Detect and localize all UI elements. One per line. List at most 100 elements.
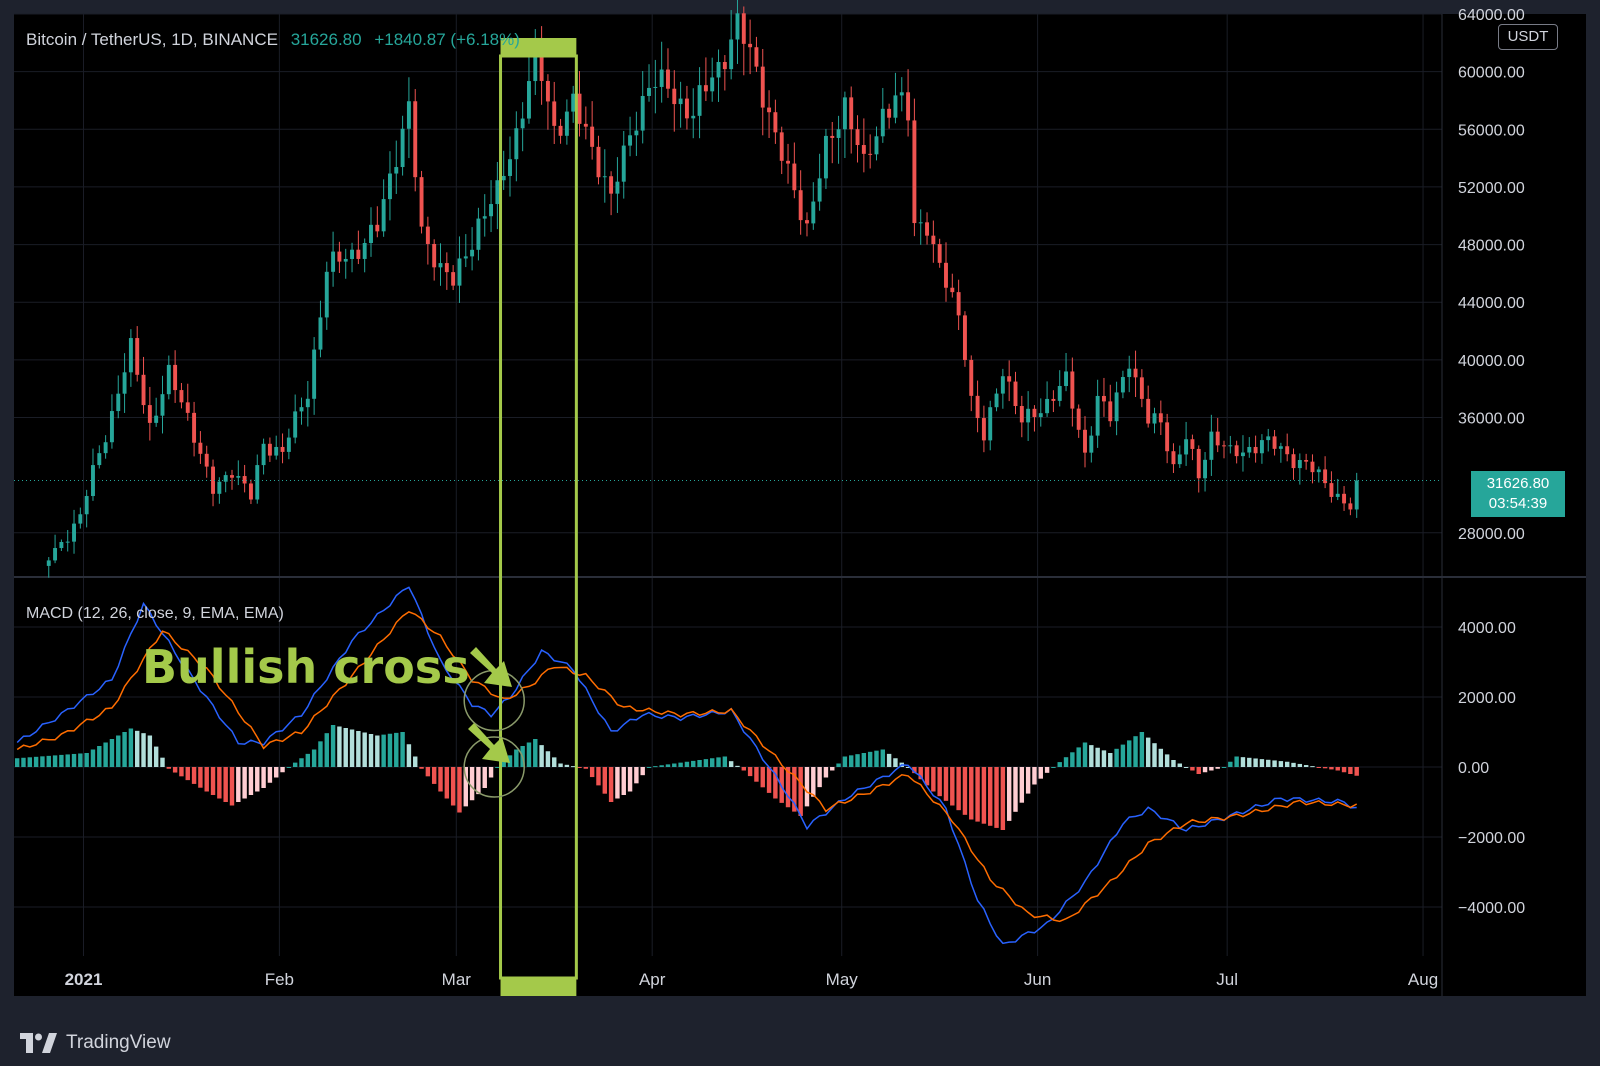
histogram-bar	[362, 732, 367, 767]
histogram-bar	[621, 767, 626, 795]
histogram-bar	[1127, 740, 1132, 767]
price-tick-label: 52000.00	[1458, 180, 1525, 197]
histogram-bar	[975, 767, 980, 822]
histogram-bar	[716, 757, 721, 767]
candle-body	[956, 292, 961, 316]
histogram-bar	[1108, 753, 1113, 767]
candle-body	[811, 201, 816, 224]
histogram-bar	[1354, 767, 1359, 776]
candle-body	[293, 411, 298, 438]
candle-body	[185, 402, 190, 413]
candle-body	[84, 496, 89, 515]
candle-body	[299, 407, 304, 412]
histogram-bar	[766, 767, 772, 793]
histogram-bar	[1114, 748, 1119, 767]
histogram-bar	[381, 734, 386, 767]
candle-body	[1026, 408, 1031, 423]
highlight-cap-top	[500, 38, 577, 56]
symbol-legend: Bitcoin / TetherUS, 1D, BINANCE 31626.80…	[26, 30, 520, 50]
histogram-bar	[128, 728, 134, 767]
candle-body	[716, 61, 721, 78]
candle-body	[369, 224, 373, 244]
histogram-bar	[545, 751, 551, 767]
candle-body	[1228, 445, 1233, 447]
histogram-bar	[1247, 757, 1252, 767]
histogram-bar	[1348, 767, 1353, 774]
candle-body	[91, 465, 95, 497]
candle-body	[406, 101, 411, 129]
histogram-bar	[1164, 754, 1170, 767]
candle-body	[710, 77, 715, 92]
candle-body	[154, 415, 159, 423]
candle-body	[1297, 460, 1302, 469]
candle-body	[754, 47, 759, 67]
histogram-bar	[400, 732, 405, 767]
histogram-bar	[514, 749, 519, 767]
candle-body	[1171, 451, 1176, 465]
time-tick-label: 2021	[65, 970, 103, 989]
candle-body	[400, 128, 405, 168]
candle-body	[261, 443, 266, 466]
candle-body	[350, 249, 355, 259]
histogram-bar	[27, 757, 33, 767]
histogram-bar	[792, 767, 797, 812]
histogram-bar	[337, 726, 342, 767]
histogram-bar	[754, 767, 759, 782]
histogram-bar	[1322, 767, 1328, 769]
histogram-bar	[507, 755, 513, 767]
currency-badge[interactable]: USDT	[1498, 24, 1558, 50]
candle-body	[1120, 377, 1125, 393]
histogram-bar	[78, 753, 83, 767]
histogram-bar	[937, 767, 942, 797]
histogram-bar	[924, 767, 930, 786]
candle-body	[135, 338, 140, 375]
histogram-bar	[166, 767, 172, 769]
histogram-bar	[1209, 767, 1214, 771]
candle-body	[1222, 445, 1226, 447]
candle-body	[1032, 408, 1037, 418]
histogram-bar	[21, 757, 26, 767]
candle-body	[438, 263, 443, 268]
candle-body	[514, 128, 519, 160]
histogram-bar	[1291, 762, 1296, 767]
signal-line	[16, 611, 1358, 923]
candle-body	[451, 272, 456, 286]
candle-body	[470, 249, 475, 257]
candle-body	[1127, 368, 1132, 378]
candle-body	[419, 177, 424, 227]
candle-body	[621, 145, 626, 182]
histogram-bar	[918, 767, 923, 780]
candle-body	[918, 222, 923, 224]
candle-body	[590, 126, 595, 147]
footer-brand[interactable]: TradingView	[20, 1028, 171, 1058]
candle-body	[179, 390, 184, 403]
time-tick-label: Jul	[1216, 970, 1238, 989]
candle-body	[489, 204, 494, 217]
histogram-bar	[728, 761, 734, 767]
candle-body	[78, 514, 83, 524]
histogram-bar	[413, 756, 418, 767]
histogram-bar	[931, 767, 936, 792]
histogram-bar	[1177, 763, 1182, 767]
candle-body	[666, 69, 670, 89]
histogram-bar	[135, 730, 140, 767]
histogram-bar	[1190, 767, 1195, 771]
candle-body	[729, 39, 734, 70]
histogram-bar	[1139, 732, 1145, 767]
histogram-bar	[267, 767, 273, 783]
histogram-bar	[90, 749, 96, 767]
macd-tick-label: −2000.00	[1458, 830, 1525, 847]
histogram-bar	[1152, 743, 1157, 767]
candle-body	[1335, 493, 1340, 497]
histogram-bar	[387, 733, 393, 767]
histogram-bar	[210, 767, 216, 795]
candle-body	[893, 95, 898, 118]
histogram-bar	[40, 756, 45, 767]
candle-body	[609, 176, 614, 194]
histogram-bar	[634, 767, 639, 784]
candle-body	[312, 349, 317, 399]
price-tick-label: 36000.00	[1458, 410, 1525, 427]
candle-body	[823, 135, 828, 179]
